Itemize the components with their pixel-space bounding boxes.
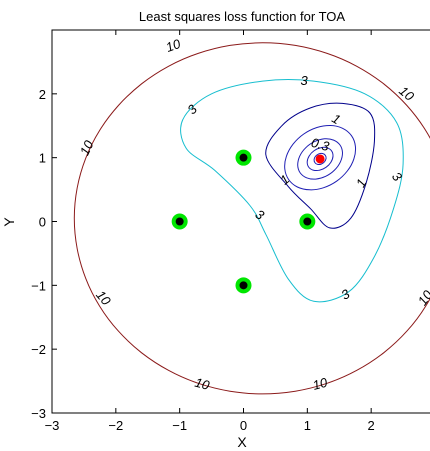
contour-0.3 <box>284 124 357 191</box>
contour-label-3: 10 <box>93 287 114 308</box>
contour-label-13: 1 <box>277 172 292 188</box>
contour-label-8: 3 <box>184 101 200 117</box>
contour-label-5: 10 <box>311 374 330 392</box>
y-tick-label: −1 <box>31 278 46 293</box>
anchor-point-0 <box>235 149 252 166</box>
anchor-point-2 <box>299 213 316 230</box>
contour-inner-1 <box>297 138 344 180</box>
chart-title: Least squares loss function for TOA <box>139 9 346 24</box>
contour-label-11: 3 <box>389 169 406 185</box>
contour-label-9: 3 <box>252 206 267 223</box>
plot-frame <box>51 29 430 414</box>
contour-3 <box>180 78 404 303</box>
x-tick-label: 1 <box>304 418 311 433</box>
x-tick-label: 2 <box>368 418 375 433</box>
contour-label-2: 10 <box>77 137 97 157</box>
y-axis-label: Y <box>1 217 17 227</box>
plot-area: 10 10 10 10 10 10 10 3 3 3 3 3 1 1 1 0.3 <box>73 36 430 395</box>
y-axis-ticks: −3 −2 −1 0 1 2 <box>31 29 57 421</box>
contour-label-4: 10 <box>193 375 212 393</box>
anchor-point-1 <box>171 213 188 230</box>
y-tick-label: −3 <box>31 406 46 421</box>
contour-inner-3 <box>313 152 327 165</box>
contour-10 <box>73 42 430 395</box>
contour-label-15: 0.3 <box>310 135 332 154</box>
contour-label-12: 1 <box>329 111 343 128</box>
contour-label-0: 10 <box>164 36 183 55</box>
y-tick-label: 0 <box>39 215 46 230</box>
x-tick-label: −2 <box>108 418 123 433</box>
x-tick-label: −1 <box>172 418 187 433</box>
contour-label-6: 10 <box>415 287 430 308</box>
anchor-point-3 <box>235 277 252 294</box>
y-tick-label: 1 <box>39 151 46 166</box>
contour-label-10: 3 <box>339 286 353 303</box>
contour-label-14: 1 <box>353 176 370 190</box>
x-axis-ticks: −3 −2 −1 0 1 2 <box>45 30 375 433</box>
y-tick-label: −2 <box>31 342 46 357</box>
contour-1 <box>265 102 376 229</box>
x-axis-label: X <box>237 434 247 450</box>
x-tick-label: 0 <box>240 418 247 433</box>
y-tick-label: 2 <box>39 87 46 102</box>
contour-label-1: 10 <box>396 83 417 104</box>
contour-label-7: 3 <box>301 73 309 88</box>
estimate-point <box>315 154 325 164</box>
x-tick-label: −3 <box>45 418 60 433</box>
contour-inner-2 <box>306 146 334 172</box>
